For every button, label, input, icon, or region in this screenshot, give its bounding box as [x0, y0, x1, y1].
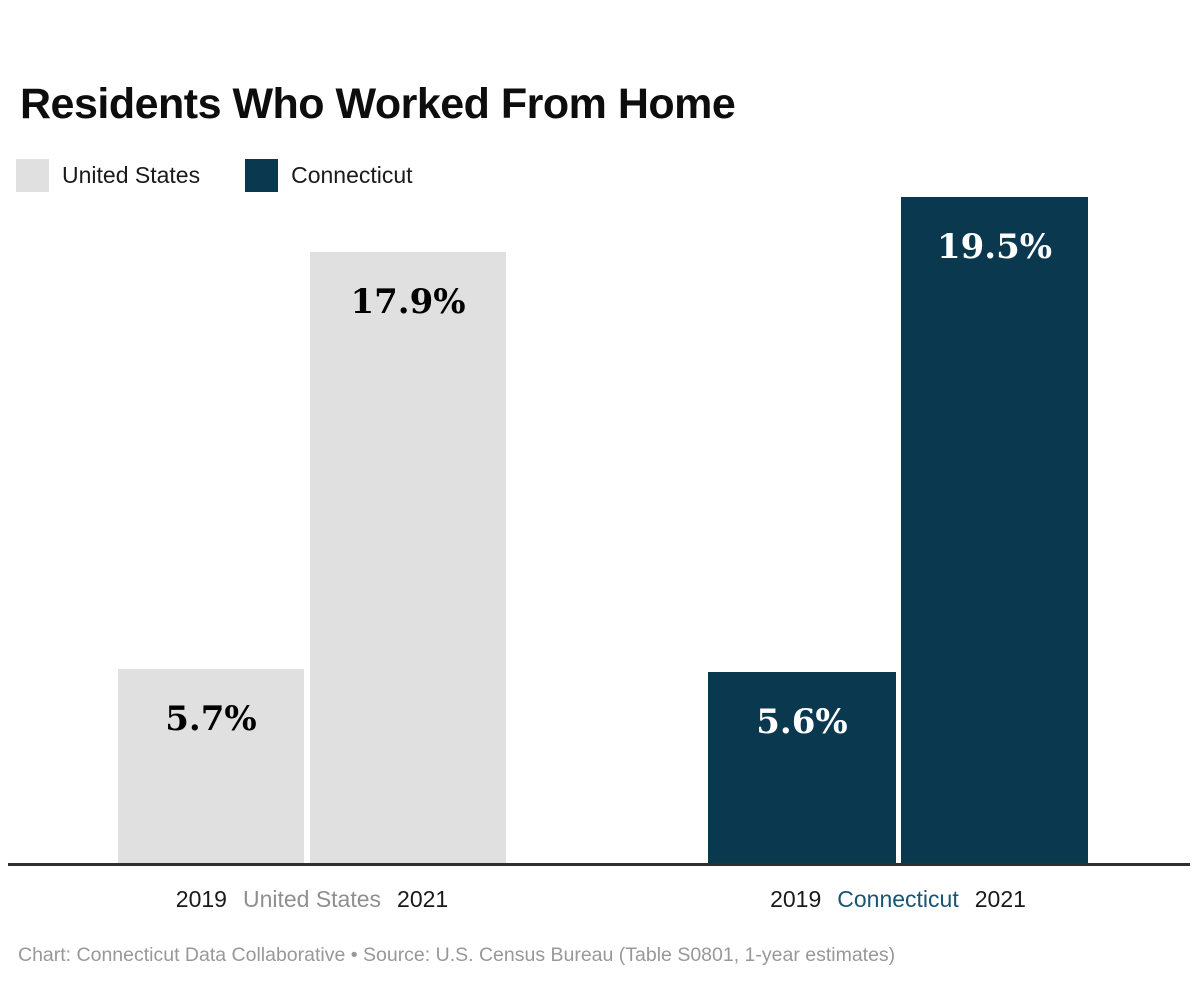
bar-united-states-2019[interactable]: 5.7% [118, 669, 304, 864]
bar-value-label: 17.9% [350, 282, 466, 322]
plot-area: 5.7% 17.9% 5.6% 19.5% [118, 197, 1088, 864]
x-tick-ct-2021: 2021 [974, 886, 1026, 912]
x-axis-group-united-states: 2019 United States 2021 [62, 886, 562, 913]
legend-label-connecticut: Connecticut [291, 162, 413, 188]
bar-value-label: 19.5% [936, 227, 1053, 267]
bar-value-label: 5.6% [756, 702, 848, 742]
bar-connecticut-2019[interactable]: 5.6% [708, 672, 896, 864]
x-axis-baseline [8, 863, 1190, 866]
x-axis-group-connecticut: 2019 Connecticut 2021 [648, 886, 1148, 913]
chart-title: Residents Who Worked From Home [20, 80, 736, 128]
legend-swatch-united-states [16, 159, 49, 192]
bar-value-label: 5.7% [165, 699, 257, 739]
x-group-label-united-states: United States [242, 886, 382, 912]
legend: United States Connecticut [16, 159, 413, 192]
source-credit: Chart: Connecticut Data Collaborative • … [18, 944, 896, 966]
x-tick-ct-2019: 2019 [770, 886, 822, 912]
bar-united-states-2021[interactable]: 17.9% [310, 252, 506, 864]
legend-item-connecticut: Connecticut [245, 159, 413, 192]
bar-connecticut-2021[interactable]: 19.5% [901, 197, 1088, 864]
legend-item-united-states: United States [16, 159, 200, 192]
legend-label-united-states: United States [62, 162, 201, 188]
x-tick-us-2019: 2019 [175, 886, 227, 912]
x-tick-us-2021: 2021 [397, 886, 449, 912]
x-group-label-connecticut: Connecticut [837, 886, 959, 912]
legend-swatch-connecticut [245, 159, 279, 192]
